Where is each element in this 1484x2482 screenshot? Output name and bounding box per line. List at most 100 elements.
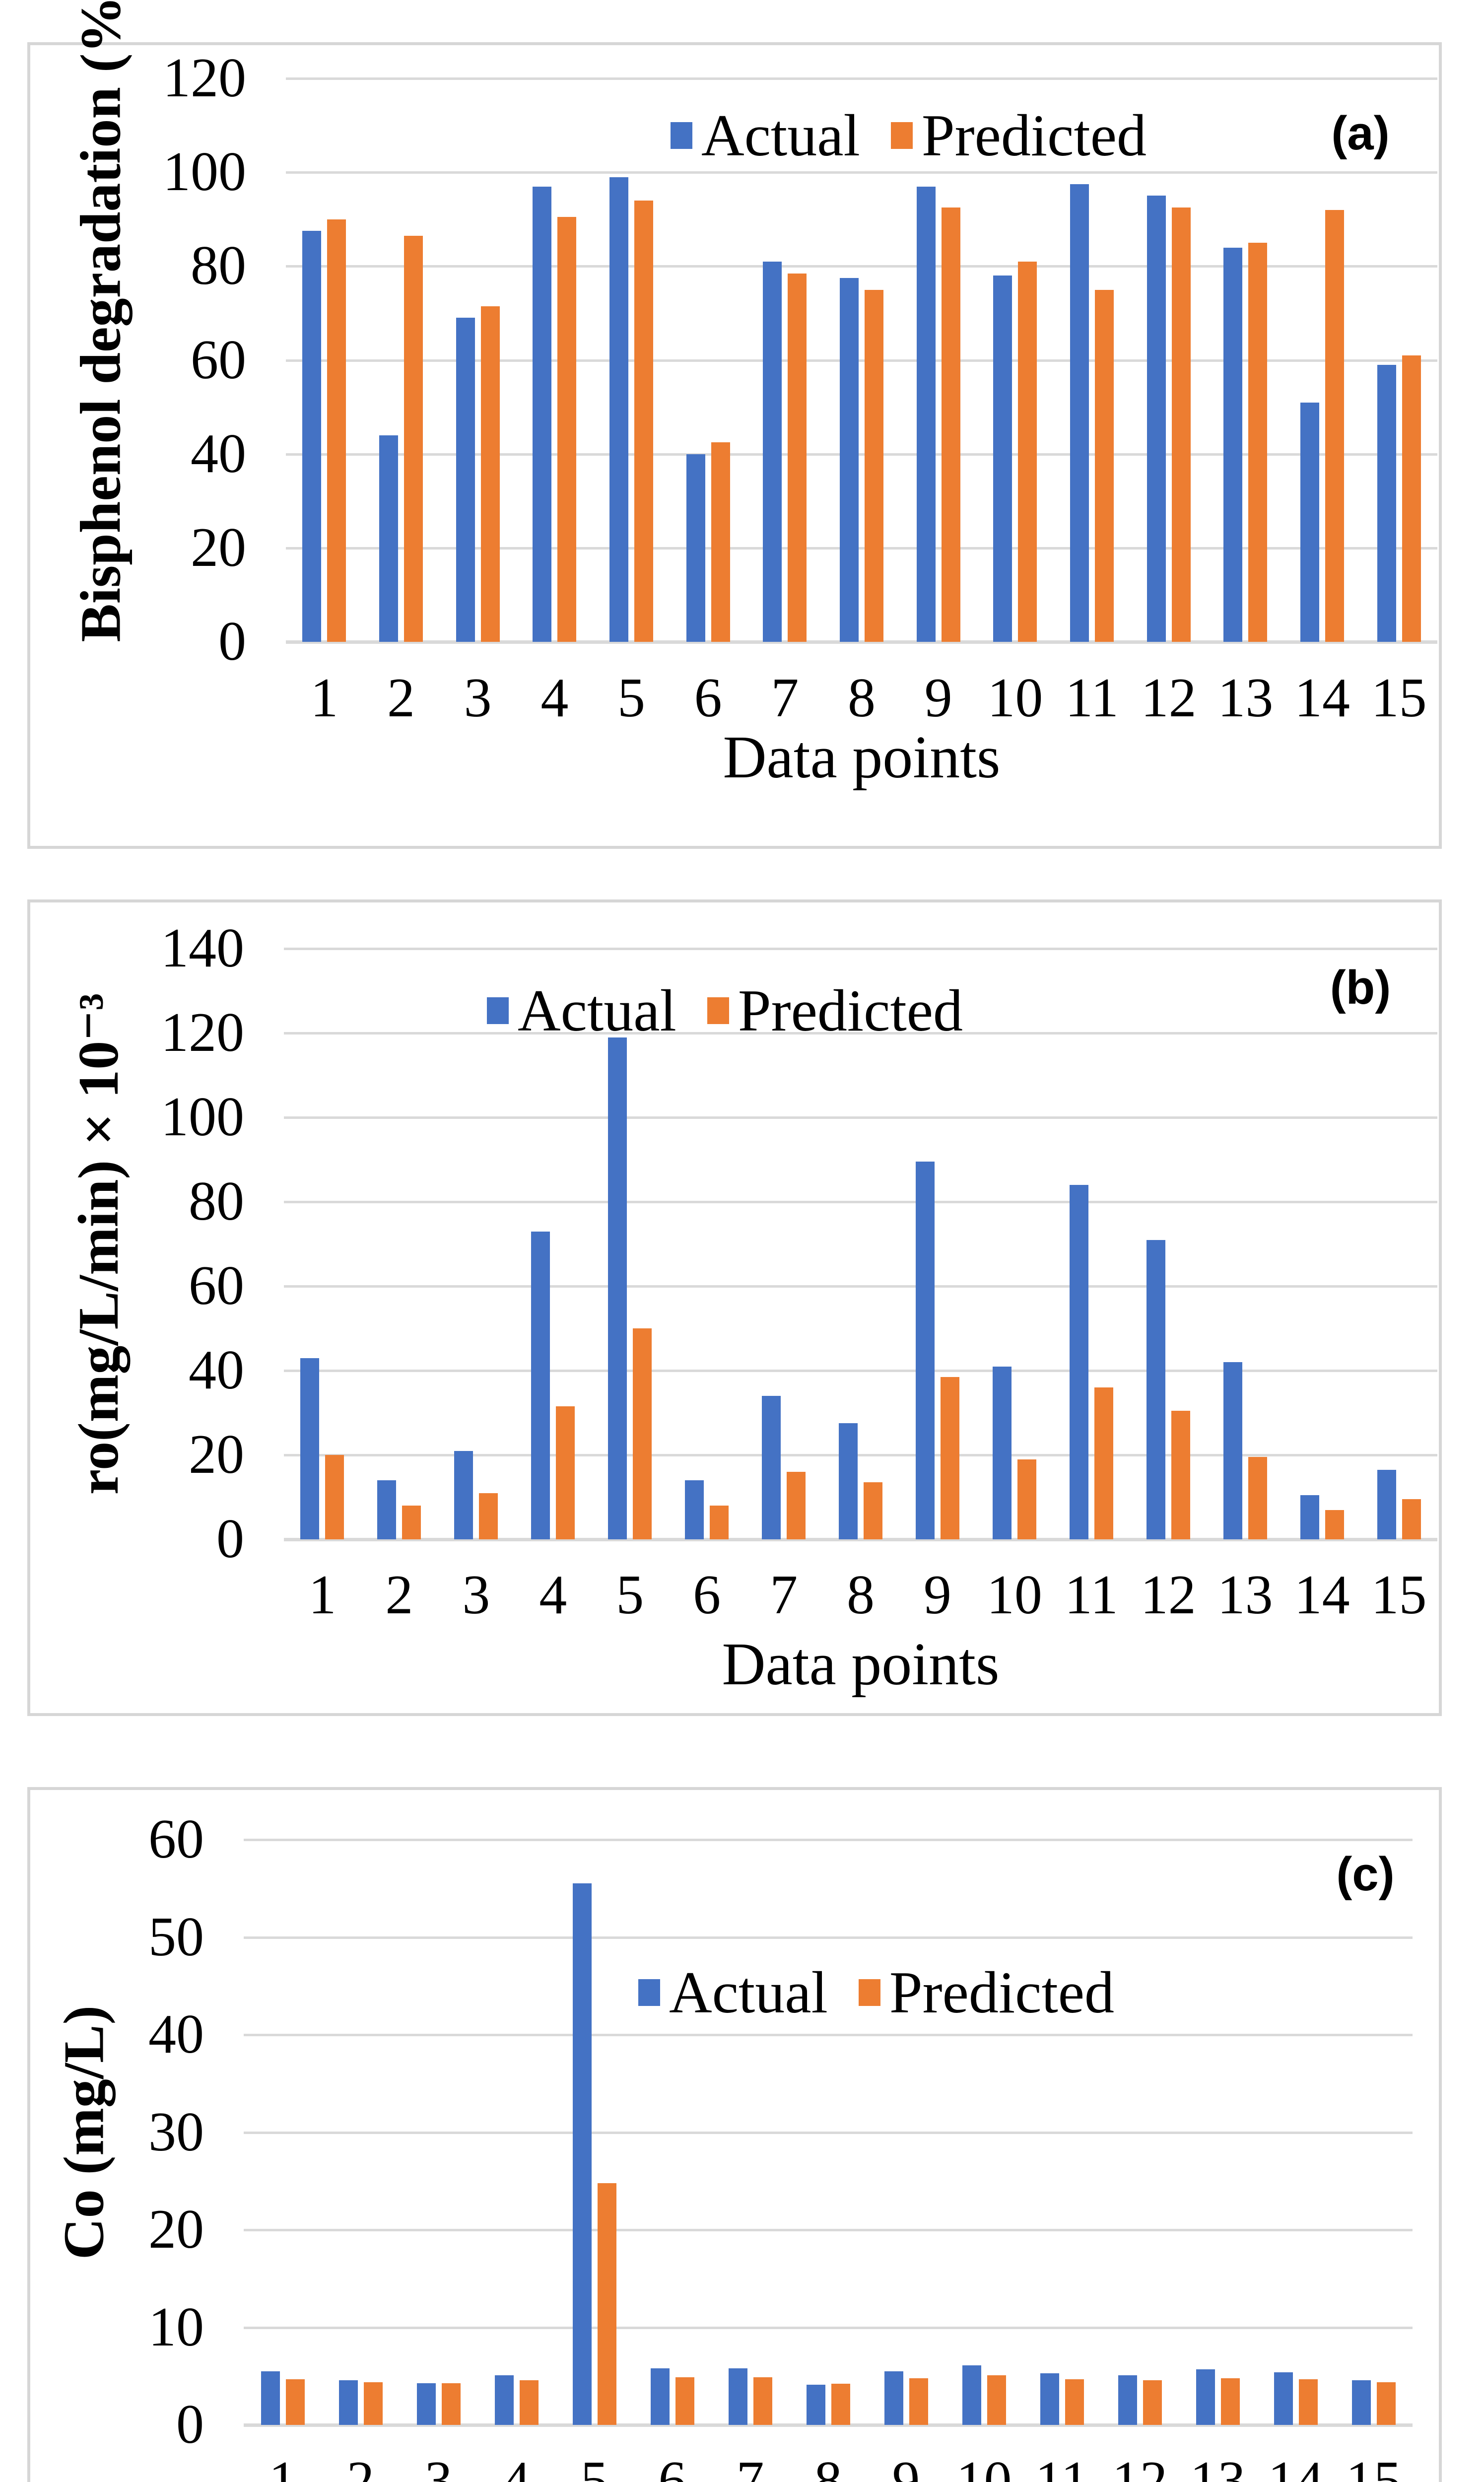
- x-tick-label: 10: [987, 667, 1043, 729]
- bar-predicted: [479, 1493, 498, 1539]
- x-tick-label: 15: [1371, 1564, 1427, 1626]
- x-tick-label: 2: [346, 2450, 375, 2482]
- x-tick-label: 11: [1064, 1564, 1118, 1626]
- bar-predicted: [1018, 261, 1037, 642]
- legend-swatch-actual: [638, 1979, 660, 2006]
- bar-actual: [686, 454, 705, 642]
- gridline: [286, 453, 1437, 456]
- bar-predicted: [1220, 2378, 1240, 2425]
- bar-actual: [1377, 364, 1396, 642]
- panel-b: 0 20 40 60 80 100 120 140 1 2 3 4 5 6 7 8 9 10 11 12 13 14 15 D…: [27, 899, 1442, 1716]
- bar-predicted: [1094, 1387, 1113, 1539]
- legend-label-actual: Actual: [518, 977, 676, 1043]
- bar-actual: [1196, 2369, 1215, 2425]
- bar-predicted: [402, 1506, 421, 1539]
- bar-actual: [416, 2383, 436, 2425]
- x-tick-label: 14: [1294, 1564, 1350, 1626]
- bar-actual: [379, 435, 398, 642]
- legend-item-predicted: Predicted: [858, 1963, 1114, 2022]
- bar-actual: [993, 276, 1012, 642]
- legend-swatch-predicted: [707, 997, 729, 1024]
- y-tick-label: 60: [148, 1808, 204, 1870]
- bar-actual: [1300, 402, 1319, 642]
- gridline: [284, 948, 1437, 950]
- bar-predicted: [327, 219, 346, 642]
- bar-predicted: [787, 1472, 806, 1539]
- bar-predicted: [404, 235, 423, 642]
- gridline: [286, 547, 1437, 550]
- bar-actual: [572, 1883, 592, 2425]
- bar-actual: [261, 2371, 280, 2425]
- bar-actual: [1146, 1240, 1165, 1539]
- x-tick-label: 3: [462, 1564, 490, 1626]
- y-tick-label: 20: [191, 516, 246, 578]
- gridline: [286, 359, 1437, 362]
- bar-actual: [962, 2365, 981, 2425]
- x-tick-label: 14: [1268, 2450, 1324, 2482]
- legend-item-actual: Actual: [671, 106, 860, 165]
- x-tick-label: 13: [1217, 1564, 1273, 1626]
- x-tick-label: 6: [693, 1564, 721, 1626]
- bar-predicted: [1095, 289, 1114, 642]
- x-tick-label: 7: [771, 667, 799, 729]
- gridline: [286, 77, 1437, 80]
- bar-actual: [456, 318, 475, 642]
- bar-predicted: [556, 1406, 575, 1539]
- bar-predicted: [941, 207, 960, 642]
- x-tick-label: 2: [387, 667, 415, 729]
- bar-predicted: [1248, 243, 1268, 642]
- y-tick-label: 0: [218, 611, 246, 672]
- y-tick-label: 20: [148, 2199, 204, 2260]
- y-tick-label: 120: [161, 1002, 244, 1063]
- panel-letter: (b): [1330, 961, 1391, 1014]
- x-axis-title: Data points: [722, 1631, 1000, 1698]
- bar-predicted: [788, 273, 807, 642]
- y-tick-label: 60: [189, 1255, 244, 1316]
- legend-item-actual: Actual: [487, 981, 676, 1040]
- bar-predicted: [1171, 207, 1191, 642]
- bar-actual: [1223, 1362, 1242, 1539]
- bar-predicted: [831, 2384, 850, 2425]
- bar-actual: [916, 186, 936, 642]
- bar-actual: [884, 2371, 903, 2425]
- bar-predicted: [557, 217, 577, 642]
- bar-predicted: [519, 2380, 539, 2425]
- x-tick-label: 5: [616, 1564, 644, 1626]
- bar-actual: [1274, 2372, 1293, 2425]
- y-tick-label: 140: [161, 917, 244, 979]
- bar-actual: [763, 261, 782, 642]
- bar-actual: [1070, 184, 1089, 642]
- legend-swatch-predicted: [890, 122, 913, 149]
- legend: Actual Predicted: [487, 981, 963, 1040]
- bar-predicted: [711, 442, 730, 642]
- x-tick-label: 4: [502, 2450, 531, 2482]
- x-tick-label: 8: [814, 2450, 842, 2482]
- bar-actual: [762, 1396, 781, 1539]
- y-tick-label: 40: [189, 1339, 244, 1401]
- bar-actual: [839, 1423, 858, 1539]
- bar-predicted: [1017, 1459, 1036, 1539]
- x-tick-label: 4: [539, 1564, 567, 1626]
- gridline: [244, 1936, 1413, 1939]
- panel-letter: (a): [1331, 107, 1390, 160]
- x-tick-label: 13: [1190, 2450, 1246, 2482]
- gridline: [244, 2131, 1413, 2134]
- y-tick-label: 0: [176, 2394, 204, 2455]
- bar-predicted: [1171, 1410, 1190, 1539]
- legend-label-predicted: Predicted: [921, 102, 1147, 168]
- bar-predicted: [285, 2379, 305, 2425]
- bar-actual: [1069, 1185, 1088, 1539]
- gridline: [244, 2423, 1413, 2427]
- x-tick-label: 7: [770, 1564, 798, 1626]
- panel-c: 0102030405060123456789101112131415Data p…: [27, 1787, 1442, 2482]
- y-axis-title: Bisphenol degradation (%): [69, 0, 133, 642]
- y-axis-title: ro(mg/L/min) × 10⁻³: [67, 993, 131, 1495]
- x-tick-label: 5: [617, 667, 645, 729]
- x-tick-label: 11: [1035, 2450, 1089, 2482]
- x-tick-label: 7: [736, 2450, 764, 2482]
- bar-predicted: [1325, 209, 1344, 642]
- bar-predicted: [1402, 355, 1421, 642]
- bar-actual: [377, 1480, 397, 1539]
- bar-actual: [1118, 2375, 1137, 2425]
